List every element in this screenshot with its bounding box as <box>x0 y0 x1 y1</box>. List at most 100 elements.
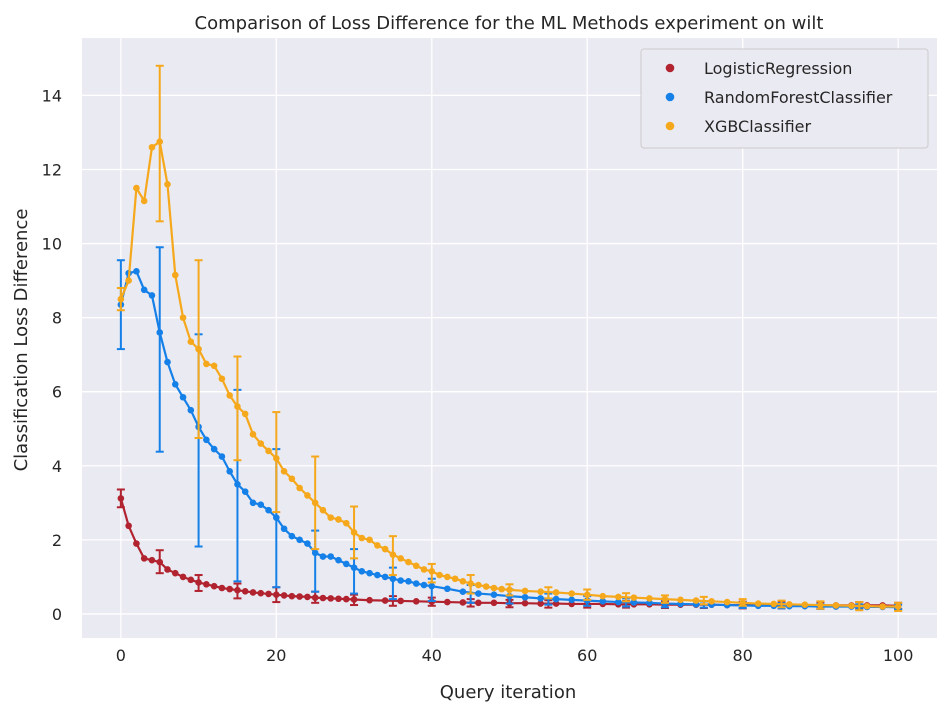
data-point <box>210 362 218 370</box>
data-point <box>615 598 622 606</box>
data-point <box>342 595 350 603</box>
data-point <box>739 599 746 607</box>
data-point <box>630 599 638 606</box>
data-point <box>444 573 451 581</box>
data-point <box>552 595 560 603</box>
data-point <box>218 584 226 592</box>
data-point <box>203 580 210 588</box>
data-point <box>319 594 327 602</box>
data-point <box>537 595 544 602</box>
legend-marker <box>665 121 675 131</box>
data-point <box>265 506 272 514</box>
data-point <box>467 580 474 587</box>
data-point <box>319 506 327 514</box>
data-point <box>296 593 303 600</box>
data-point <box>412 562 420 570</box>
data-point <box>381 597 389 604</box>
data-point <box>187 338 195 346</box>
data-point <box>226 392 233 399</box>
data-point <box>358 534 366 542</box>
data-point <box>444 585 451 593</box>
data-point <box>754 600 762 607</box>
data-point <box>171 569 179 577</box>
data-point <box>226 468 233 475</box>
data-point <box>389 551 397 558</box>
data-point <box>203 436 210 444</box>
data-point <box>156 558 164 566</box>
chart-title: Comparison of Loss Difference for the ML… <box>195 13 824 34</box>
data-point <box>210 445 218 453</box>
data-point <box>342 560 350 568</box>
data-point <box>304 492 311 499</box>
x-tick-label: 100 <box>883 646 914 665</box>
data-point <box>521 587 529 595</box>
y-tick-label: 0 <box>52 605 62 624</box>
data-point <box>537 588 544 596</box>
data-point <box>218 453 226 460</box>
data-point <box>257 589 265 597</box>
data-point <box>405 558 412 566</box>
data-point <box>444 598 451 606</box>
data-point <box>405 578 412 585</box>
data-point <box>498 585 506 593</box>
data-point <box>863 602 871 610</box>
x-tick-label: 40 <box>422 646 442 665</box>
y-axis-label: Classification Loss Difference <box>11 209 32 472</box>
data-point <box>335 516 342 523</box>
data-point <box>210 582 218 590</box>
data-point <box>171 271 179 279</box>
data-point <box>420 581 428 589</box>
data-point <box>646 595 653 602</box>
data-point <box>241 488 249 496</box>
data-point <box>249 589 257 596</box>
data-point <box>148 292 156 299</box>
data-point <box>133 540 140 547</box>
data-point <box>358 568 366 575</box>
data-point <box>482 583 490 590</box>
data-point <box>397 555 404 562</box>
data-point <box>397 577 404 584</box>
data-point <box>723 598 731 606</box>
x-axis-label: Query iteration <box>440 682 576 703</box>
data-point <box>156 329 164 336</box>
data-point <box>801 601 809 608</box>
grid <box>82 38 937 638</box>
y-tick-label: 8 <box>52 309 62 328</box>
x-tick-label: 80 <box>733 646 753 665</box>
data-point <box>234 586 241 594</box>
data-point <box>280 525 288 533</box>
data-point <box>226 585 233 593</box>
data-point <box>366 569 373 577</box>
data-point <box>288 592 296 600</box>
data-point <box>327 595 335 602</box>
data-point <box>257 440 265 447</box>
legend-label: XGBClassifier <box>704 117 812 136</box>
data-point <box>521 593 529 601</box>
data-point <box>249 499 257 507</box>
data-point <box>537 600 544 607</box>
legend-label: LogisticRegression <box>704 59 852 78</box>
data-point <box>420 566 428 573</box>
data-point <box>125 522 132 530</box>
data-point <box>273 514 280 521</box>
data-point <box>459 578 467 585</box>
data-point <box>241 588 249 595</box>
data-point <box>304 540 311 547</box>
data-point <box>451 575 459 583</box>
data-point <box>273 591 280 598</box>
x-tick-label: 20 <box>266 646 286 665</box>
data-point <box>506 586 513 594</box>
series-layer <box>116 64 903 612</box>
data-point <box>381 573 389 581</box>
data-point <box>661 595 669 603</box>
data-point <box>179 573 187 581</box>
data-point <box>848 602 855 610</box>
data-point <box>350 529 358 536</box>
data-point <box>148 556 156 564</box>
data-point <box>195 579 202 586</box>
data-point <box>241 410 249 418</box>
data-point <box>257 501 265 508</box>
y-tick-label: 2 <box>52 531 62 550</box>
data-point <box>288 475 296 483</box>
